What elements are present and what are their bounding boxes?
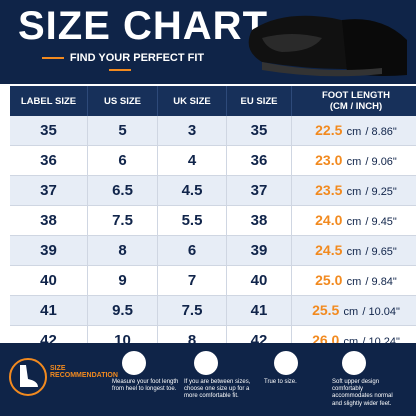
cell: 36 [10,145,88,176]
cell: 5 [87,116,158,146]
cell: 40 [10,265,88,296]
cm-value: 24.5 [315,242,343,258]
cell: 9 [87,265,158,296]
tip-icon [122,351,146,375]
cm-unit: cm [346,216,362,228]
footer: SIZE RECOMMENDATION Measure your foot len… [0,343,416,416]
cm-value: 23.0 [315,152,343,168]
table-row: 38 7.5 5.5 38 24.0 cm / 9.45" [10,205,416,236]
cell: 6 [87,145,158,176]
heading-line: RECOMMENDATION [50,372,118,379]
cell: 39 [226,235,292,266]
cm-unit: cm [346,126,362,138]
cell: 6.5 [87,175,158,206]
cell: 5.5 [157,205,227,236]
tip-icon [342,351,366,375]
header-line: (CM / INCH) [329,101,383,112]
cell: 3 [157,116,227,146]
title: SIZE CHART [18,4,268,48]
table-row: 35 5 3 35 22.5 cm / 8.86" [10,116,416,146]
heading-line: SIZE [50,365,66,372]
inch-value: / 9.65" [365,246,397,258]
size-table: LABEL SIZE US SIZE UK SIZE EU SIZE FOOT LENG… [10,86,416,356]
header-row: LABEL SIZE US SIZE UK SIZE EU SIZE FOOT LENG… [10,86,416,116]
cell: 37 [226,175,292,206]
cell: 35 [226,116,292,146]
tip: True to size. [264,379,297,385]
cm-unit: cm [343,306,359,318]
footer-heading: SIZE RECOMMENDATION [50,365,118,379]
inch-value: / 9.45" [365,216,397,228]
inch-value: / 10.04" [362,306,400,318]
foot-length: 25.5 cm / 10.04" [291,295,416,326]
inch-value: / 9.06" [365,156,397,168]
foot-length: 24.0 cm / 9.45" [291,205,416,236]
cm-value: 23.5 [315,182,343,198]
cell: 7.5 [87,205,158,236]
cell: 4.5 [157,175,227,206]
inch-value: / 8.86" [365,126,397,138]
tip: Soft upper design comfortably accommodat… [332,379,393,407]
shoe-image [248,15,407,77]
tip-icon [274,351,298,375]
cm-unit: cm [346,156,362,168]
cell: 8 [87,235,158,266]
cm-unit: cm [346,246,362,258]
foot-length: 23.0 cm / 9.06" [291,145,416,176]
cell: 41 [10,295,88,326]
column-header: LABEL SIZE [10,86,88,116]
cell: 37 [10,175,88,206]
cell: 4 [157,145,227,176]
cell: 38 [10,205,88,236]
cm-value: 25.5 [312,302,340,318]
inch-value: / 9.25" [365,186,397,198]
column-header: EU SIZE [226,86,292,116]
cell: 40 [226,265,292,296]
table-row: 39 8 6 39 24.5 cm / 9.65" [10,235,416,266]
cell: 9.5 [87,295,158,326]
cell: 7 [157,265,227,296]
cell: 7.5 [157,295,227,326]
foot-length: 24.5 cm / 9.65" [291,235,416,266]
header: SIZE CHART FIND YOUR PERFECT FIT [0,0,416,84]
header-line: FOOT LENGTH [321,90,391,101]
cell: 35 [10,116,88,146]
foot-icon [9,358,47,396]
table-row: 36 6 4 36 23.0 cm / 9.06" [10,145,416,176]
tip: Measure your foot length from heel to lo… [112,379,179,393]
column-header: US SIZE [87,86,158,116]
tip-icon [194,351,218,375]
foot-length: 23.5 cm / 9.25" [291,175,416,206]
cell: 6 [157,235,227,266]
foot-length: 22.5 cm / 8.86" [291,116,416,146]
tip: If you are between sizes, choose one siz… [184,379,251,400]
cell: 36 [226,145,292,176]
cell: 39 [10,235,88,266]
foot-length: 25.0 cm / 9.84" [291,265,416,296]
subtitle: FIND YOUR PERFECT FIT [20,52,220,76]
table-row: 37 6.5 4.5 37 23.5 cm / 9.25" [10,175,416,206]
cell: 41 [226,295,292,326]
cell: 38 [226,205,292,236]
column-header: FOOT LENGTH (CM / INCH) [291,86,416,116]
cm-unit: cm [346,276,362,288]
cm-value: 25.0 [315,272,343,288]
column-header: UK SIZE [157,86,227,116]
cm-unit: cm [346,186,362,198]
cm-value: 24.0 [315,212,343,228]
cm-value: 22.5 [315,122,343,138]
table-row: 40 9 7 40 25.0 cm / 9.84" [10,265,416,296]
table-row: 41 9.5 7.5 41 25.5 cm / 10.04" [10,295,416,326]
inch-value: / 9.84" [365,276,397,288]
